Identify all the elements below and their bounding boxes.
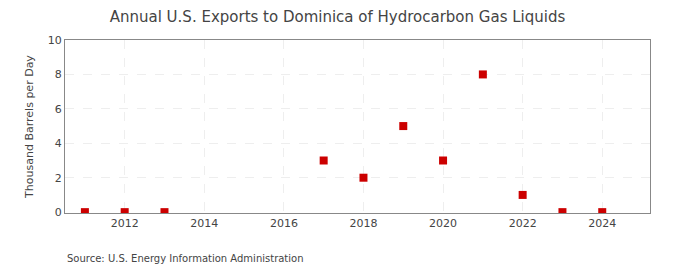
svg-text:2020: 2020 bbox=[429, 217, 457, 230]
svg-text:2012: 2012 bbox=[111, 217, 139, 230]
svg-text:10: 10 bbox=[48, 34, 62, 47]
svg-text:0: 0 bbox=[55, 206, 62, 219]
svg-text:Annual U.S. Exports to Dominic: Annual U.S. Exports to Dominica of Hydro… bbox=[110, 8, 566, 26]
svg-text:2018: 2018 bbox=[349, 217, 377, 230]
svg-text:2014: 2014 bbox=[190, 217, 218, 230]
svg-text:4: 4 bbox=[55, 137, 62, 150]
svg-text:2: 2 bbox=[55, 172, 62, 185]
svg-text:Source: U.S. Energy Informatio: Source: U.S. Energy Information Administ… bbox=[67, 253, 304, 264]
svg-text:2024: 2024 bbox=[588, 217, 616, 230]
svg-text:6: 6 bbox=[55, 103, 62, 116]
svg-text:2022: 2022 bbox=[509, 217, 537, 230]
svg-text:8: 8 bbox=[55, 68, 62, 81]
svg-text:Thousand Barrels per Day: Thousand Barrels per Day bbox=[23, 55, 36, 199]
svg-text:2016: 2016 bbox=[270, 217, 298, 230]
